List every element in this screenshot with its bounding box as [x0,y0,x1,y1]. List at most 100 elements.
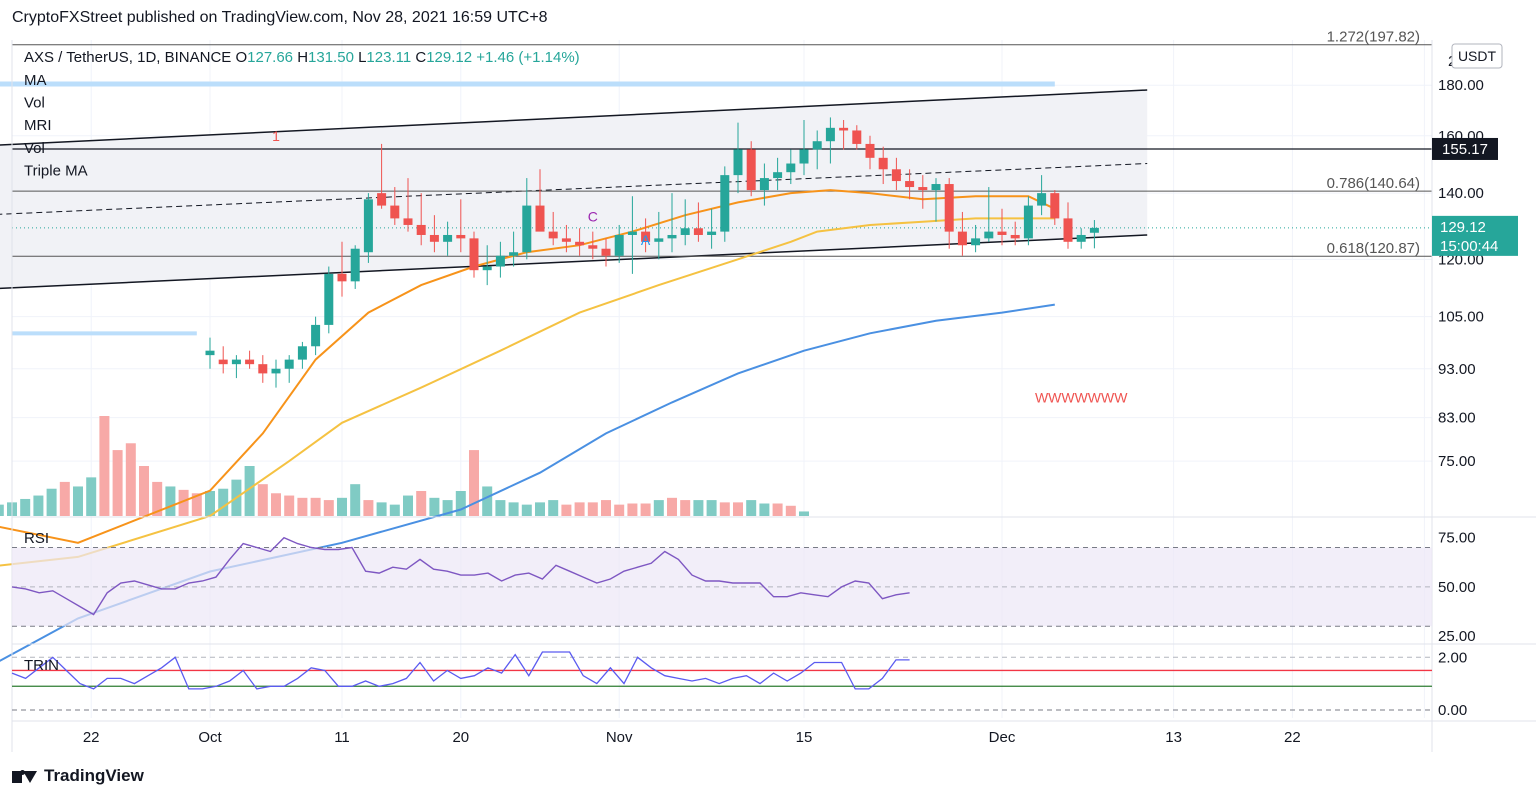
volume-bar [363,500,374,516]
volume-bar [719,502,730,516]
volume-bar [495,500,506,516]
volume-bar [191,493,202,516]
trin-tick-label: 2.00 [1438,649,1467,666]
candle-body [416,224,426,235]
candle-body [891,169,901,182]
volume-bar [310,497,321,516]
time-tick-label: Dec [989,729,1016,746]
chart-annotation: A [641,232,651,248]
volume-bar [627,503,638,516]
candle-body [931,184,941,191]
candle-body [482,266,492,271]
symbol-info-part: H [297,49,308,66]
candle-body [865,143,875,158]
candle-body [786,163,796,173]
rsi-tick-label: 50.00 [1438,579,1476,596]
fib-level-label: 1.272(197.82) [1327,29,1420,46]
volume-bar [455,491,466,516]
candle-body [284,359,294,369]
price-tick-label: 105.00 [1438,309,1484,326]
candle-body [218,359,228,365]
volume-bar [0,504,4,516]
candle-body [667,234,677,239]
symbol-info-part: +1.46 (+1.14%) [476,49,579,66]
volume-bar [350,484,361,516]
volume-bar [152,481,163,516]
fib-level-label: 0.618(120.87) [1327,240,1420,257]
volume-bar [323,500,334,516]
volume-bar [746,500,757,516]
trin-line [11,651,910,690]
volume-bar [561,504,572,516]
price-tick-label: 83.00 [1438,410,1476,427]
trin-label: TRIN [24,657,59,674]
volume-bar [469,450,479,516]
volume-bar [772,503,783,516]
volume-bar [165,486,176,516]
price-tick-label: 75.00 [1438,453,1476,470]
volume-bar [205,491,215,516]
volume-bar [640,503,651,516]
candle-body [271,368,281,374]
candle-body [311,324,321,347]
candle-body [733,149,743,176]
candle-body [1037,193,1047,206]
tradingview-footer[interactable]: TradingView [12,766,144,786]
volume-bar [416,491,427,516]
volume-bar [46,488,57,516]
rsi-line [11,536,910,616]
price-tick-label: 140.00 [1438,185,1484,202]
candle-body [839,127,849,131]
candle-body [350,248,360,282]
candle-body [1010,234,1020,239]
candle-body [495,255,505,267]
rsi-label: RSI [24,530,49,547]
volume-bar [574,502,585,516]
candle-body [720,175,730,232]
candle-body [390,205,400,219]
candle-body [1023,205,1033,239]
volume-bar [680,500,691,516]
candle-body [403,218,413,225]
volume-bar [442,500,453,516]
volume-bar [548,500,559,516]
currency-button [1451,43,1503,69]
indicator-legend-item: Vol [24,140,45,157]
candle-body [1089,227,1099,233]
volume-bar [785,505,796,516]
volume-bar [601,500,611,516]
candle-body [1063,218,1073,242]
volume-bar [706,500,717,516]
price-tick-label: 180.00 [1438,77,1484,94]
candle-body [984,231,994,239]
candle-body [297,346,307,360]
indicator-legend-item: Vol [24,95,45,112]
volume-bar [99,416,110,516]
candle-body [535,205,545,232]
candle-body [575,241,585,246]
chart-annotation: 1 [272,128,280,144]
candle-body [429,234,439,242]
price-tick-label: 93.00 [1438,361,1476,378]
candle-body [561,238,571,242]
volume-bar [587,502,598,516]
volume-bar [667,497,677,516]
volume-bar [218,488,229,516]
volume-bar [20,498,31,516]
volume-bar [799,511,809,516]
symbol-info-part: L [358,49,366,66]
last-price-badge [1432,215,1518,256]
candle-body [680,228,690,235]
candle-body [693,228,703,235]
volume-bar [482,486,493,516]
time-tick-label: 15 [796,729,813,746]
bar-countdown-label: 15:00:44 [1440,238,1498,255]
volume-bar [59,481,70,516]
last-price-label: 129.12 [1440,219,1486,236]
candle-body [759,178,769,191]
volume-bar [337,497,347,516]
channel-top-line [0,89,1148,146]
candle-body [654,238,664,242]
candle-body [363,199,373,253]
